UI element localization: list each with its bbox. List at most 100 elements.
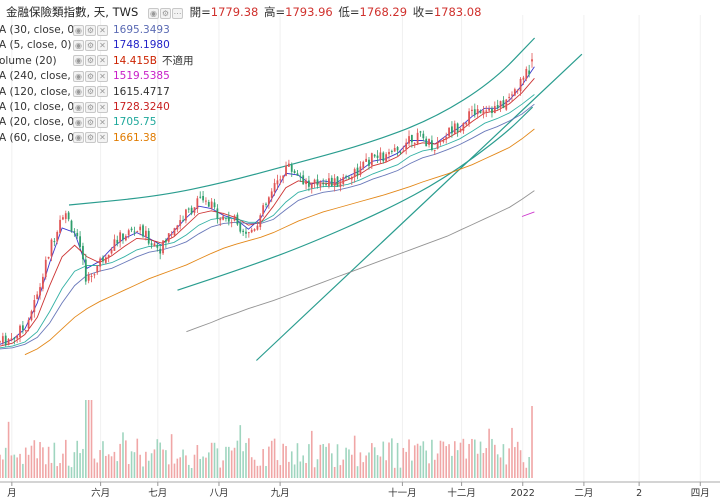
indicator-label: A (5, close, 0) — [0, 39, 72, 52]
candle-body — [44, 259, 47, 278]
moving-average-line — [24, 128, 535, 356]
candle-body — [110, 249, 113, 254]
indicator-row[interactable]: A (10, close, 0)◉ ⚙ ✕ 1728.3240 — [0, 100, 170, 114]
volume-bar — [293, 464, 296, 478]
settings-icon[interactable]: ⚙ — [85, 116, 96, 128]
volume-bar — [282, 443, 284, 478]
volume-bar — [388, 442, 390, 478]
candle-body — [42, 276, 44, 289]
low-label: 低= — [338, 5, 360, 19]
volume-bar — [2, 459, 4, 478]
candle-body — [133, 231, 136, 233]
settings-icon[interactable]: ⚙ — [85, 132, 96, 144]
candle-body — [153, 243, 156, 247]
eye-icon[interactable]: ◉ — [73, 39, 84, 51]
candle-body — [308, 180, 310, 187]
eye-icon[interactable]: ◉ — [73, 132, 84, 144]
volume-bar — [216, 448, 219, 478]
volume-bar — [376, 455, 379, 478]
volume-bar — [105, 455, 107, 478]
indicator-row[interactable]: A (30, close, 0)◉ ⚙ ✕ 1695.3493 — [0, 23, 170, 37]
close-icon[interactable]: ✕ — [97, 39, 108, 51]
close-icon[interactable]: ✕ — [97, 55, 108, 67]
candle-body — [124, 236, 127, 241]
eye-icon[interactable]: ◉ — [73, 86, 84, 98]
candle-body — [385, 154, 388, 163]
eye-icon[interactable]: ◉ — [147, 7, 159, 19]
settings-icon[interactable]: ⚙ — [85, 86, 96, 98]
candle-body — [59, 219, 61, 233]
close-icon[interactable]: ✕ — [97, 70, 108, 82]
candle-body — [87, 274, 90, 281]
candle-body — [50, 239, 53, 257]
settings-icon[interactable]: ⚙ — [85, 55, 96, 67]
eye-icon[interactable]: ◉ — [73, 70, 84, 82]
volume-bar — [125, 440, 127, 478]
candle-body — [242, 230, 245, 232]
trend-lines — [68, 37, 583, 361]
volume-bar — [462, 438, 465, 478]
volume-bar — [199, 458, 202, 478]
volume-bar — [476, 453, 479, 478]
indicator-row[interactable]: olume (20) ◉ ⚙ ✕ 14.415B 不適用 — [0, 54, 193, 68]
volume-bar — [471, 438, 473, 478]
candle-body — [156, 244, 159, 248]
close-icon[interactable]: ✕ — [97, 101, 108, 113]
volume-bar — [511, 427, 513, 478]
volume-bar — [371, 443, 373, 478]
candle-body — [479, 110, 482, 114]
x-tick-label: 四月 — [691, 488, 710, 499]
candle-body — [24, 330, 27, 332]
indicator-controls: ◉ ⚙ ✕ — [73, 85, 109, 99]
settings-icon[interactable]: ⚙ — [159, 7, 171, 19]
candle-body — [422, 133, 425, 139]
x-tick-label: 二月 — [574, 488, 593, 499]
indicator-row[interactable]: A (120, close, 0)◉ ⚙ ✕ 1615.4717 — [0, 85, 170, 99]
volume-bar — [516, 441, 519, 478]
candle-body — [436, 142, 439, 149]
candle-body — [370, 153, 373, 166]
eye-icon[interactable]: ◉ — [73, 101, 84, 113]
volume-bar — [342, 459, 345, 478]
indicator-row[interactable]: A (5, close, 0) ◉ ⚙ ✕ 1748.1980 — [0, 38, 170, 52]
candle-body — [310, 184, 313, 189]
volume-bars — [0, 400, 533, 478]
candle-body — [13, 337, 16, 339]
settings-icon[interactable]: ⚙ — [85, 101, 96, 113]
indicator-row[interactable]: A (240, close, 0)◉ ⚙ ✕ 1519.5385 — [0, 69, 170, 83]
candle-body — [390, 150, 393, 152]
candle-body — [164, 239, 167, 243]
volume-bar — [330, 453, 333, 478]
settings-icon[interactable]: ⚙ — [85, 24, 96, 36]
low-value: 1768.29 — [359, 5, 408, 19]
eye-icon[interactable]: ◉ — [73, 116, 84, 128]
close-icon[interactable]: ✕ — [97, 24, 108, 36]
candle-body — [256, 225, 259, 230]
candle-body — [205, 200, 207, 202]
volume-bar — [296, 443, 299, 478]
candle-body — [376, 155, 379, 158]
eye-icon[interactable]: ◉ — [73, 55, 84, 67]
more-icon[interactable]: ⋯ — [171, 7, 183, 19]
candle-body — [182, 220, 184, 222]
trend-line — [255, 53, 583, 361]
x-tick-label: 十一月 — [388, 487, 417, 499]
volume-bar — [262, 449, 264, 478]
indicator-row[interactable]: A (20, close, 0)◉ ⚙ ✕ 1705.75 — [0, 115, 156, 129]
close-icon[interactable]: ✕ — [97, 116, 108, 128]
candle-body — [113, 239, 116, 251]
symbol-title[interactable]: 金融保險類指數, 天, TWS — [6, 5, 139, 19]
candle-body — [147, 230, 150, 244]
volume-bar — [276, 460, 279, 478]
indicator-row[interactable]: A (60, close, 0)◉ ⚙ ✕ 1661.38 — [0, 131, 156, 145]
candle-body — [21, 325, 24, 330]
eye-icon[interactable]: ◉ — [73, 24, 84, 36]
settings-icon[interactable]: ⚙ — [85, 70, 96, 82]
settings-icon[interactable]: ⚙ — [85, 39, 96, 51]
close-icon[interactable]: ✕ — [97, 86, 108, 98]
candle-body — [67, 212, 70, 220]
close-icon[interactable]: ✕ — [97, 132, 108, 144]
volume-bar — [13, 454, 16, 478]
candle-body — [185, 209, 187, 221]
